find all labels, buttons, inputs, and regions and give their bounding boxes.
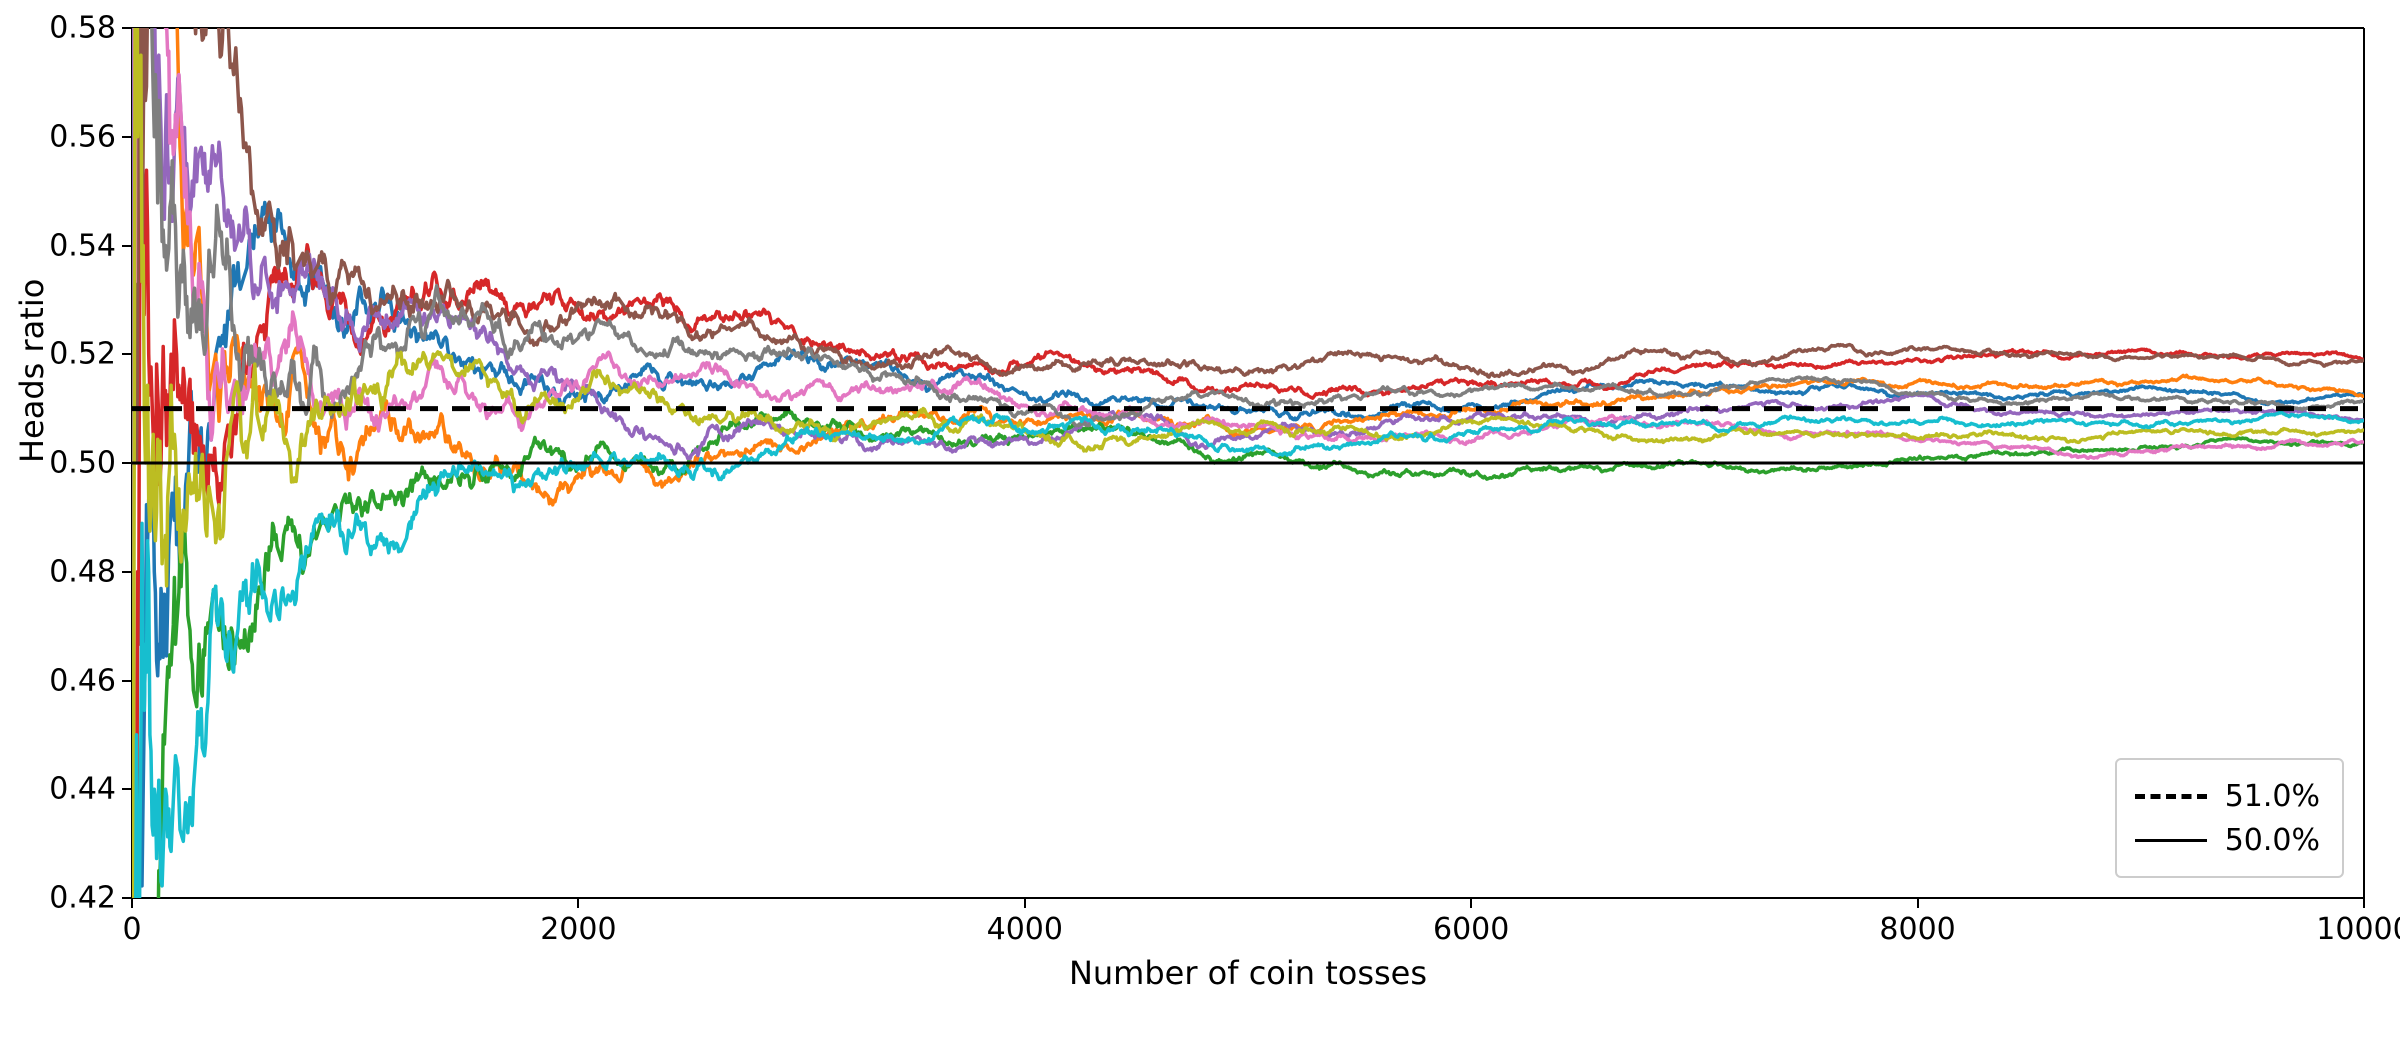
coin-toss-chart: 0200040006000800010000 0.420.440.460.480… xyxy=(0,0,2400,1050)
legend-item-51: 51.0% xyxy=(2135,774,2320,818)
legend-item-50: 50.0% xyxy=(2135,818,2320,862)
line-series-layer xyxy=(0,0,2400,1050)
series-line xyxy=(133,410,2364,1050)
legend-label-50: 50.0% xyxy=(2225,823,2320,858)
legend-swatch-solid xyxy=(2135,839,2207,842)
series-line xyxy=(133,170,2364,1007)
series-line xyxy=(133,203,2364,1050)
legend: 51.0% 50.0% xyxy=(2115,758,2344,878)
series-line xyxy=(133,0,2364,1007)
series-line xyxy=(133,412,2364,1007)
legend-swatch-dashed xyxy=(2135,794,2207,799)
series-line xyxy=(133,0,2364,1007)
series-line xyxy=(133,0,2364,458)
legend-label-51: 51.0% xyxy=(2225,779,2320,814)
series-line xyxy=(133,0,2364,505)
